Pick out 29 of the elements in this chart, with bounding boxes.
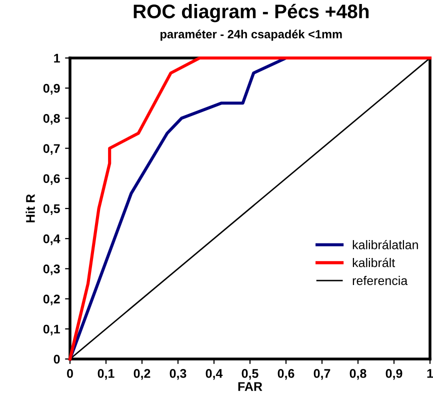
y-tick-label: 0 xyxy=(54,354,60,364)
x-tick-label: 0,2 xyxy=(134,369,150,380)
y-tick-label: 0,4 xyxy=(43,234,60,246)
x-tick-label: 0,3 xyxy=(170,369,186,380)
y-tick-label: 0,1 xyxy=(43,324,60,336)
x-tick-label: 0,7 xyxy=(314,369,330,380)
x-tick-label: 0,6 xyxy=(278,369,294,380)
y-tick-label: 0,8 xyxy=(43,114,60,125)
chart-title: ROC diagram - Pécs +48h xyxy=(134,4,369,22)
y-tick-label: 0,6 xyxy=(43,174,60,185)
legend-label: kalibrált xyxy=(352,258,396,268)
x-tick-label: 0,8 xyxy=(350,369,366,380)
legend-label: kalibrálatlan xyxy=(352,240,418,250)
y-axis-title: Hit R xyxy=(26,194,35,222)
y-tick-label: 0,7 xyxy=(43,144,60,155)
x-tick-label: 0,1 xyxy=(98,369,114,380)
x-tick-label: 0,4 xyxy=(206,369,223,380)
chart-subtitle: paraméter - 24h csapadék <1mm xyxy=(160,30,342,41)
x-tick-label: 0,5 xyxy=(242,369,258,380)
y-tick-label: 0,3 xyxy=(43,264,60,276)
x-axis-title: FAR xyxy=(238,382,262,391)
x-tick-label: 0 xyxy=(67,369,73,378)
y-tick-label: 0,9 xyxy=(43,84,60,95)
legend-label: referencia xyxy=(352,276,408,286)
x-tick-label: 1 xyxy=(427,369,433,378)
x-tick-label: 0,9 xyxy=(386,369,402,380)
y-tick-label: 1 xyxy=(54,54,60,63)
y-tick-label: 0,2 xyxy=(43,294,60,306)
y-tick-label: 0,5 xyxy=(43,204,60,215)
